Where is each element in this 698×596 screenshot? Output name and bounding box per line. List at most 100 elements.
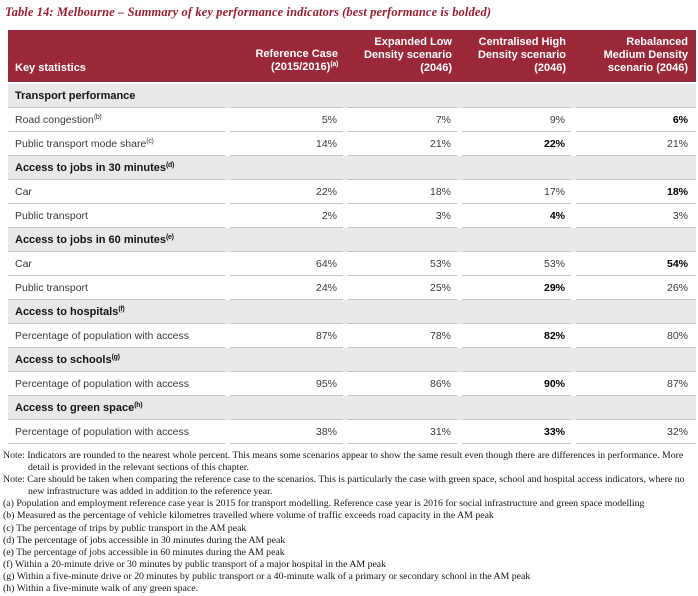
table-header: Key statistics Reference Case (2015/2016… [8, 30, 696, 84]
notes: Note: Indicators are rounded to the near… [3, 450, 695, 595]
footnote-ref-e: (e) [166, 234, 174, 241]
section-cell [348, 156, 462, 180]
footnote-g: (g) Within a five-minute drive or 20 min… [3, 570, 531, 582]
value-cell-best: 82% [462, 324, 576, 348]
footnote-c: (c) The percentage of trips by public tr… [3, 522, 247, 534]
row-label: Percentage of population with access [8, 420, 230, 444]
section-cell [348, 228, 462, 252]
section-cell [230, 228, 348, 252]
row-label: Percentage of population with access [8, 324, 230, 348]
value-cell: 22% [230, 180, 348, 204]
row-label: Public transport [8, 204, 230, 228]
value-cell: 53% [348, 252, 462, 276]
value-cell: 3% [348, 204, 462, 228]
value-cell: 24% [230, 276, 348, 300]
footnote-f: (f) Within a 20-minute drive or 30 minut… [3, 558, 387, 570]
section-heading: Transport performance [8, 83, 230, 108]
footnote-ref-g: (g) [111, 354, 120, 361]
section-cell [348, 396, 462, 420]
footnote-ref-a: (a) [330, 61, 338, 68]
value-cell-best: 54% [576, 252, 696, 276]
footnote-d: (d) The percentage of jobs accessible in… [3, 534, 286, 546]
footnote-b: (b) Measured as the percentage of vehicl… [3, 510, 494, 522]
row-label: Car [8, 180, 230, 204]
table-row: Public transport mode share(c) 14% 21% 2… [8, 132, 696, 156]
row-label: Public transport mode share(c) [8, 132, 230, 156]
value-cell: 25% [348, 276, 462, 300]
section-cell [576, 228, 696, 252]
note-line: Note: Indicators are rounded to the near… [3, 450, 684, 474]
value-cell: 21% [576, 132, 696, 156]
value-cell: 26% [576, 276, 696, 300]
section-cell [576, 396, 696, 420]
section-heading: Access to schools(g) [8, 348, 230, 372]
value-cell: 87% [230, 324, 348, 348]
value-cell: 2% [230, 204, 348, 228]
value-cell-best: 6% [576, 108, 696, 132]
value-cell: 32% [576, 420, 696, 444]
table-row: Public transport 24% 25% 29% 26% [8, 276, 696, 300]
section-cell [230, 396, 348, 420]
footnote-ref-h: (h) [134, 402, 143, 409]
value-cell-best: 33% [462, 420, 576, 444]
column-header-expanded-low-density: Expanded Low Density scenario (2046) [348, 30, 462, 84]
column-header-reference-case: Reference Case (2015/2016)(a) [230, 30, 348, 84]
table-row: Percentage of population with access 87%… [8, 324, 696, 348]
row-label: Road congestion(b) [8, 108, 230, 132]
value-cell: 3% [576, 204, 696, 228]
table-row: Road congestion(b) 5% 7% 9% 6% [8, 108, 696, 132]
table-row: Percentage of population with access 38%… [8, 420, 696, 444]
section-cell [348, 83, 462, 108]
section-row-jobs-60-minutes: Access to jobs in 60 minutes(e) [8, 228, 696, 252]
value-cell: 17% [462, 180, 576, 204]
column-header-key-statistics: Key statistics [8, 30, 230, 84]
value-cell: 64% [230, 252, 348, 276]
section-cell [576, 348, 696, 372]
value-cell: 38% [230, 420, 348, 444]
section-heading: Access to jobs in 30 minutes(d) [8, 156, 230, 180]
section-cell [462, 228, 576, 252]
section-cell [462, 156, 576, 180]
section-cell [462, 348, 576, 372]
note-line: Note: Care should be taken when comparin… [3, 474, 685, 498]
value-cell: 31% [348, 420, 462, 444]
section-cell [576, 83, 696, 108]
value-cell-best: 22% [462, 132, 576, 156]
section-row-jobs-30-minutes: Access to jobs in 30 minutes(d) [8, 156, 696, 180]
value-cell: 5% [230, 108, 348, 132]
row-label: Percentage of population with access [8, 372, 230, 396]
section-heading: Access to jobs in 60 minutes(e) [8, 228, 230, 252]
section-cell [462, 396, 576, 420]
footnote-a: (a) Population and employment reference … [3, 498, 645, 510]
table-row: Car 22% 18% 17% 18% [8, 180, 696, 204]
value-cell: 14% [230, 132, 348, 156]
kpi-table: Key statistics Reference Case (2015/2016… [8, 30, 696, 444]
section-cell [230, 348, 348, 372]
table-title: Table 14: Melbourne – Summary of key per… [5, 5, 492, 19]
value-cell-best: 18% [576, 180, 696, 204]
value-cell: 80% [576, 324, 696, 348]
section-cell [230, 156, 348, 180]
table-row: Percentage of population with access 95%… [8, 372, 696, 396]
footnote-h: (h) Within a five-minute walk of any gre… [3, 583, 199, 595]
section-row-green-space: Access to green space(h) [8, 396, 696, 420]
value-cell: 78% [348, 324, 462, 348]
footnote-ref-d: (d) [166, 162, 175, 169]
section-cell [348, 348, 462, 372]
section-cell [230, 83, 348, 108]
column-header-rebalanced-medium-density: Rebalanced Medium Density scenario (2046… [576, 30, 696, 84]
footnote-ref-b: (b) [93, 114, 102, 121]
value-cell-best: 90% [462, 372, 576, 396]
row-label: Public transport [8, 276, 230, 300]
section-cell [576, 300, 696, 324]
section-heading: Access to hospitals(f) [8, 300, 230, 324]
footnote-ref-f: (f) [118, 306, 125, 313]
section-heading: Access to green space(h) [8, 396, 230, 420]
column-header-centralised-high-density: Centralised High Density scenario (2046) [462, 30, 576, 84]
value-cell: 87% [576, 372, 696, 396]
value-cell-best: 4% [462, 204, 576, 228]
value-cell: 7% [348, 108, 462, 132]
section-cell [462, 83, 576, 108]
header-row: Key statistics Reference Case (2015/2016… [8, 30, 696, 84]
section-row-transport-performance: Transport performance [8, 83, 696, 108]
